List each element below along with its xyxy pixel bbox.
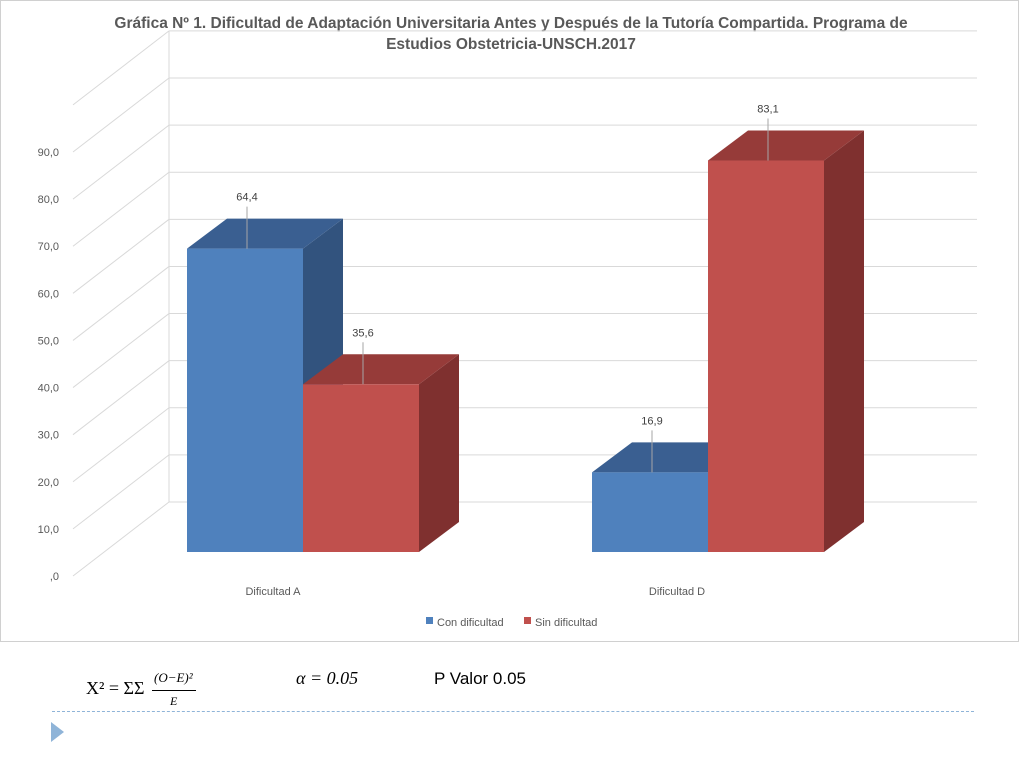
bar — [708, 160, 824, 553]
gridline-side — [72, 360, 170, 436]
bar — [303, 384, 419, 552]
bar-top — [708, 130, 864, 161]
bar — [187, 248, 303, 553]
x-category-label: Dificultad A — [245, 586, 301, 598]
gridline-side — [72, 77, 170, 153]
gridline-side — [72, 124, 170, 200]
y-tick-label: ,0 — [50, 571, 59, 583]
bar-side — [824, 130, 864, 553]
y-tick-label: 70,0 — [38, 241, 59, 253]
legend-swatch — [426, 617, 433, 624]
legend-label: Con dificultad — [437, 617, 504, 629]
chi-square-formula: X² = ΣΣ (O−E)² E — [86, 668, 216, 714]
data-label: 16,9 — [641, 415, 662, 427]
y-tick-label: 80,0 — [38, 194, 59, 206]
bar-side — [419, 354, 459, 552]
p-value-text: P Valor 0.05 — [434, 669, 526, 688]
bar-top — [303, 354, 459, 385]
chart-title: Gráfica Nº 1. Dificultad de Adaptación U… — [114, 15, 908, 53]
triangle-right-icon[interactable] — [51, 722, 64, 742]
gridline-side — [72, 407, 170, 483]
y-tick-label: 20,0 — [38, 477, 59, 489]
gridline-side — [72, 30, 170, 106]
legend-label: Sin dificultad — [535, 617, 597, 629]
y-tick-label: 50,0 — [38, 335, 59, 347]
formula-denominator: E — [170, 694, 178, 708]
y-tick-label: 40,0 — [38, 383, 59, 395]
chi-square-symbol: X² = ΣΣ — [86, 678, 145, 698]
data-label: 64,4 — [236, 192, 257, 204]
legend-swatch — [524, 617, 531, 624]
bar-top — [187, 218, 343, 249]
fraction-bar — [152, 690, 196, 691]
alpha-value: α = 0.05 — [296, 668, 359, 688]
gridline-side — [72, 218, 170, 294]
gridline-side — [72, 313, 170, 388]
formula-numerator: (O−E)² — [154, 670, 193, 685]
gridline-side — [72, 501, 170, 577]
chart-frame: Gráfica Nº 1. Dificultad de Adaptación U… — [0, 0, 1019, 642]
bar — [592, 472, 708, 552]
y-tick-label: 10,0 — [38, 524, 59, 536]
gridline-side — [72, 454, 170, 530]
data-label: 83,1 — [757, 104, 778, 116]
gridline-side — [72, 171, 170, 247]
y-tick-label: 90,0 — [38, 147, 59, 159]
y-tick-label: 60,0 — [38, 288, 59, 300]
data-label: 35,6 — [352, 327, 373, 339]
gridline-side — [72, 266, 170, 341]
x-category-label: Dificultad D — [649, 586, 705, 598]
y-tick-label: 30,0 — [38, 430, 59, 442]
slide-divider — [52, 711, 974, 712]
chart-plot: ,0 10,0 20,0 30,0 40,0 50,0 60,0 70,0 80,0 90,0 64… — [38, 30, 977, 629]
